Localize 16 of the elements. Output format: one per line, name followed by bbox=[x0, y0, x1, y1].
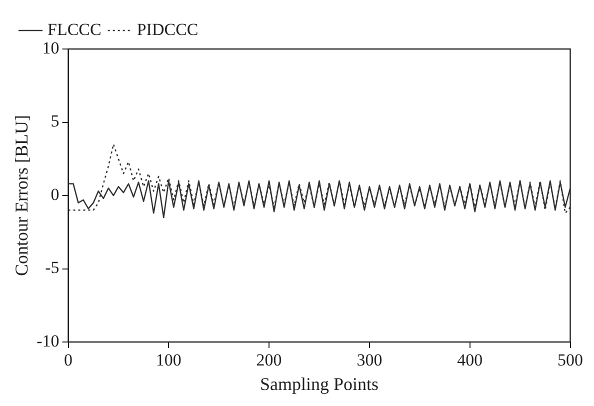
x-axis-title: Sampling Points bbox=[260, 374, 379, 394]
x-tick-label: 0 bbox=[64, 350, 73, 370]
y-tick-label: -5 bbox=[45, 258, 60, 278]
x-tick-label: 200 bbox=[256, 350, 282, 370]
line-series bbox=[68, 144, 570, 214]
y-tick-label: 10 bbox=[42, 38, 60, 58]
x-tick-label: 100 bbox=[156, 350, 182, 370]
y-tick-label: 0 bbox=[50, 184, 60, 204]
x-tick-label: 500 bbox=[558, 350, 583, 370]
legend-label: FLCCC bbox=[48, 20, 102, 39]
y-tick-label: 5 bbox=[50, 112, 60, 131]
y-tick-label: -10 bbox=[36, 331, 60, 350]
x-tick-label: 400 bbox=[457, 350, 483, 370]
x-tick-label: 300 bbox=[356, 350, 382, 370]
legend-label: PIDCCC bbox=[136, 20, 198, 39]
y-axis-title: Contour Errors [BLU] bbox=[12, 115, 32, 276]
